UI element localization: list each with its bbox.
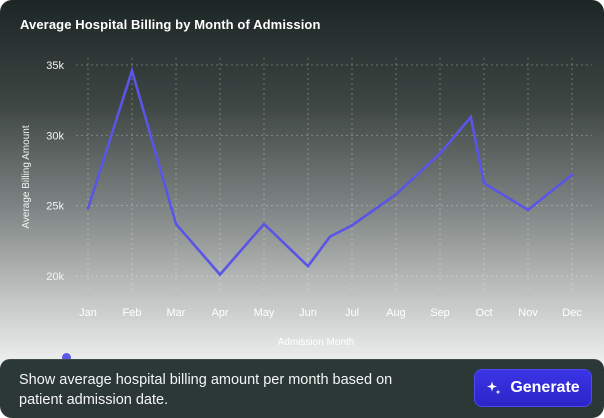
- y-tick-label: 30k: [46, 130, 64, 142]
- x-tick-label: Feb: [123, 307, 142, 319]
- x-tick-label: Mar: [167, 307, 186, 319]
- sparkle-icon: [487, 381, 501, 395]
- x-tick-label: Dec: [562, 307, 582, 319]
- x-tick-label: Jan: [79, 307, 97, 319]
- x-tick-label: Sep: [430, 307, 450, 319]
- x-tick-label: Oct: [475, 307, 492, 319]
- x-tick-label: Jun: [299, 307, 317, 319]
- x-tick-label: Jul: [345, 307, 359, 319]
- y-axis-label: Average Billing Amount: [21, 125, 32, 228]
- x-tick-label: Aug: [386, 307, 406, 319]
- generate-button-label: Generate: [510, 379, 580, 396]
- generate-button[interactable]: Generate: [474, 369, 592, 407]
- x-tick-label: May: [254, 307, 275, 319]
- y-tick-label: 20k: [46, 271, 64, 283]
- series-line: [86, 66, 574, 277]
- legend-marker: [62, 353, 71, 362]
- x-axis-label: Admission Month: [278, 337, 355, 348]
- y-tick-label: 35k: [46, 60, 64, 72]
- prompt-input[interactable]: Show average hospital billing amount per…: [19, 372, 393, 408]
- y-tick-label: 25k: [46, 201, 64, 213]
- x-tick-label: Nov: [518, 307, 538, 319]
- x-tick-label: Apr: [211, 307, 228, 319]
- chart-title: Average Hospital Billing by Month of Adm…: [20, 17, 321, 32]
